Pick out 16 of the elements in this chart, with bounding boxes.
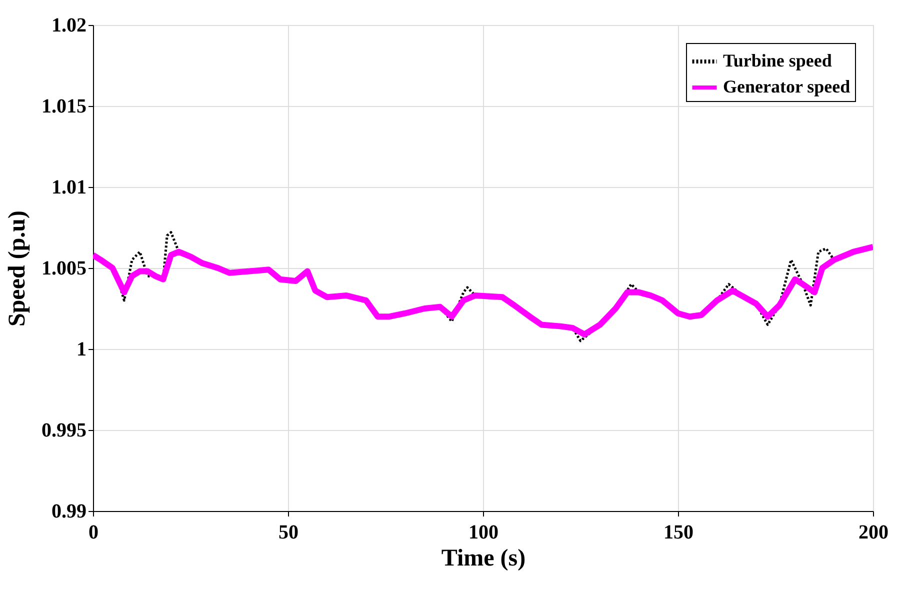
y-tick-label: 1.01	[52, 176, 86, 198]
x-axis-title: Time (s)	[441, 546, 526, 572]
y-axis-title: Speed (p.u)	[4, 210, 30, 327]
y-tick-label: 1.02	[52, 14, 86, 36]
x-tick-label: 100	[468, 522, 498, 544]
x-tick-label: 50	[278, 522, 298, 544]
y-tick-label: 1	[76, 338, 86, 360]
y-tick-label: 1.015	[42, 96, 86, 118]
y-tick-label: 0.99	[52, 500, 86, 522]
x-tick-label: 150	[664, 522, 694, 544]
legend-label: Turbine speed	[723, 50, 832, 70]
y-tick-label: 0.995	[42, 420, 86, 442]
x-tick-label: 200	[858, 522, 888, 544]
x-tick-label: 0	[88, 522, 98, 544]
legend-label: Generator speed	[723, 76, 850, 96]
y-tick-label: 1.005	[42, 258, 86, 280]
